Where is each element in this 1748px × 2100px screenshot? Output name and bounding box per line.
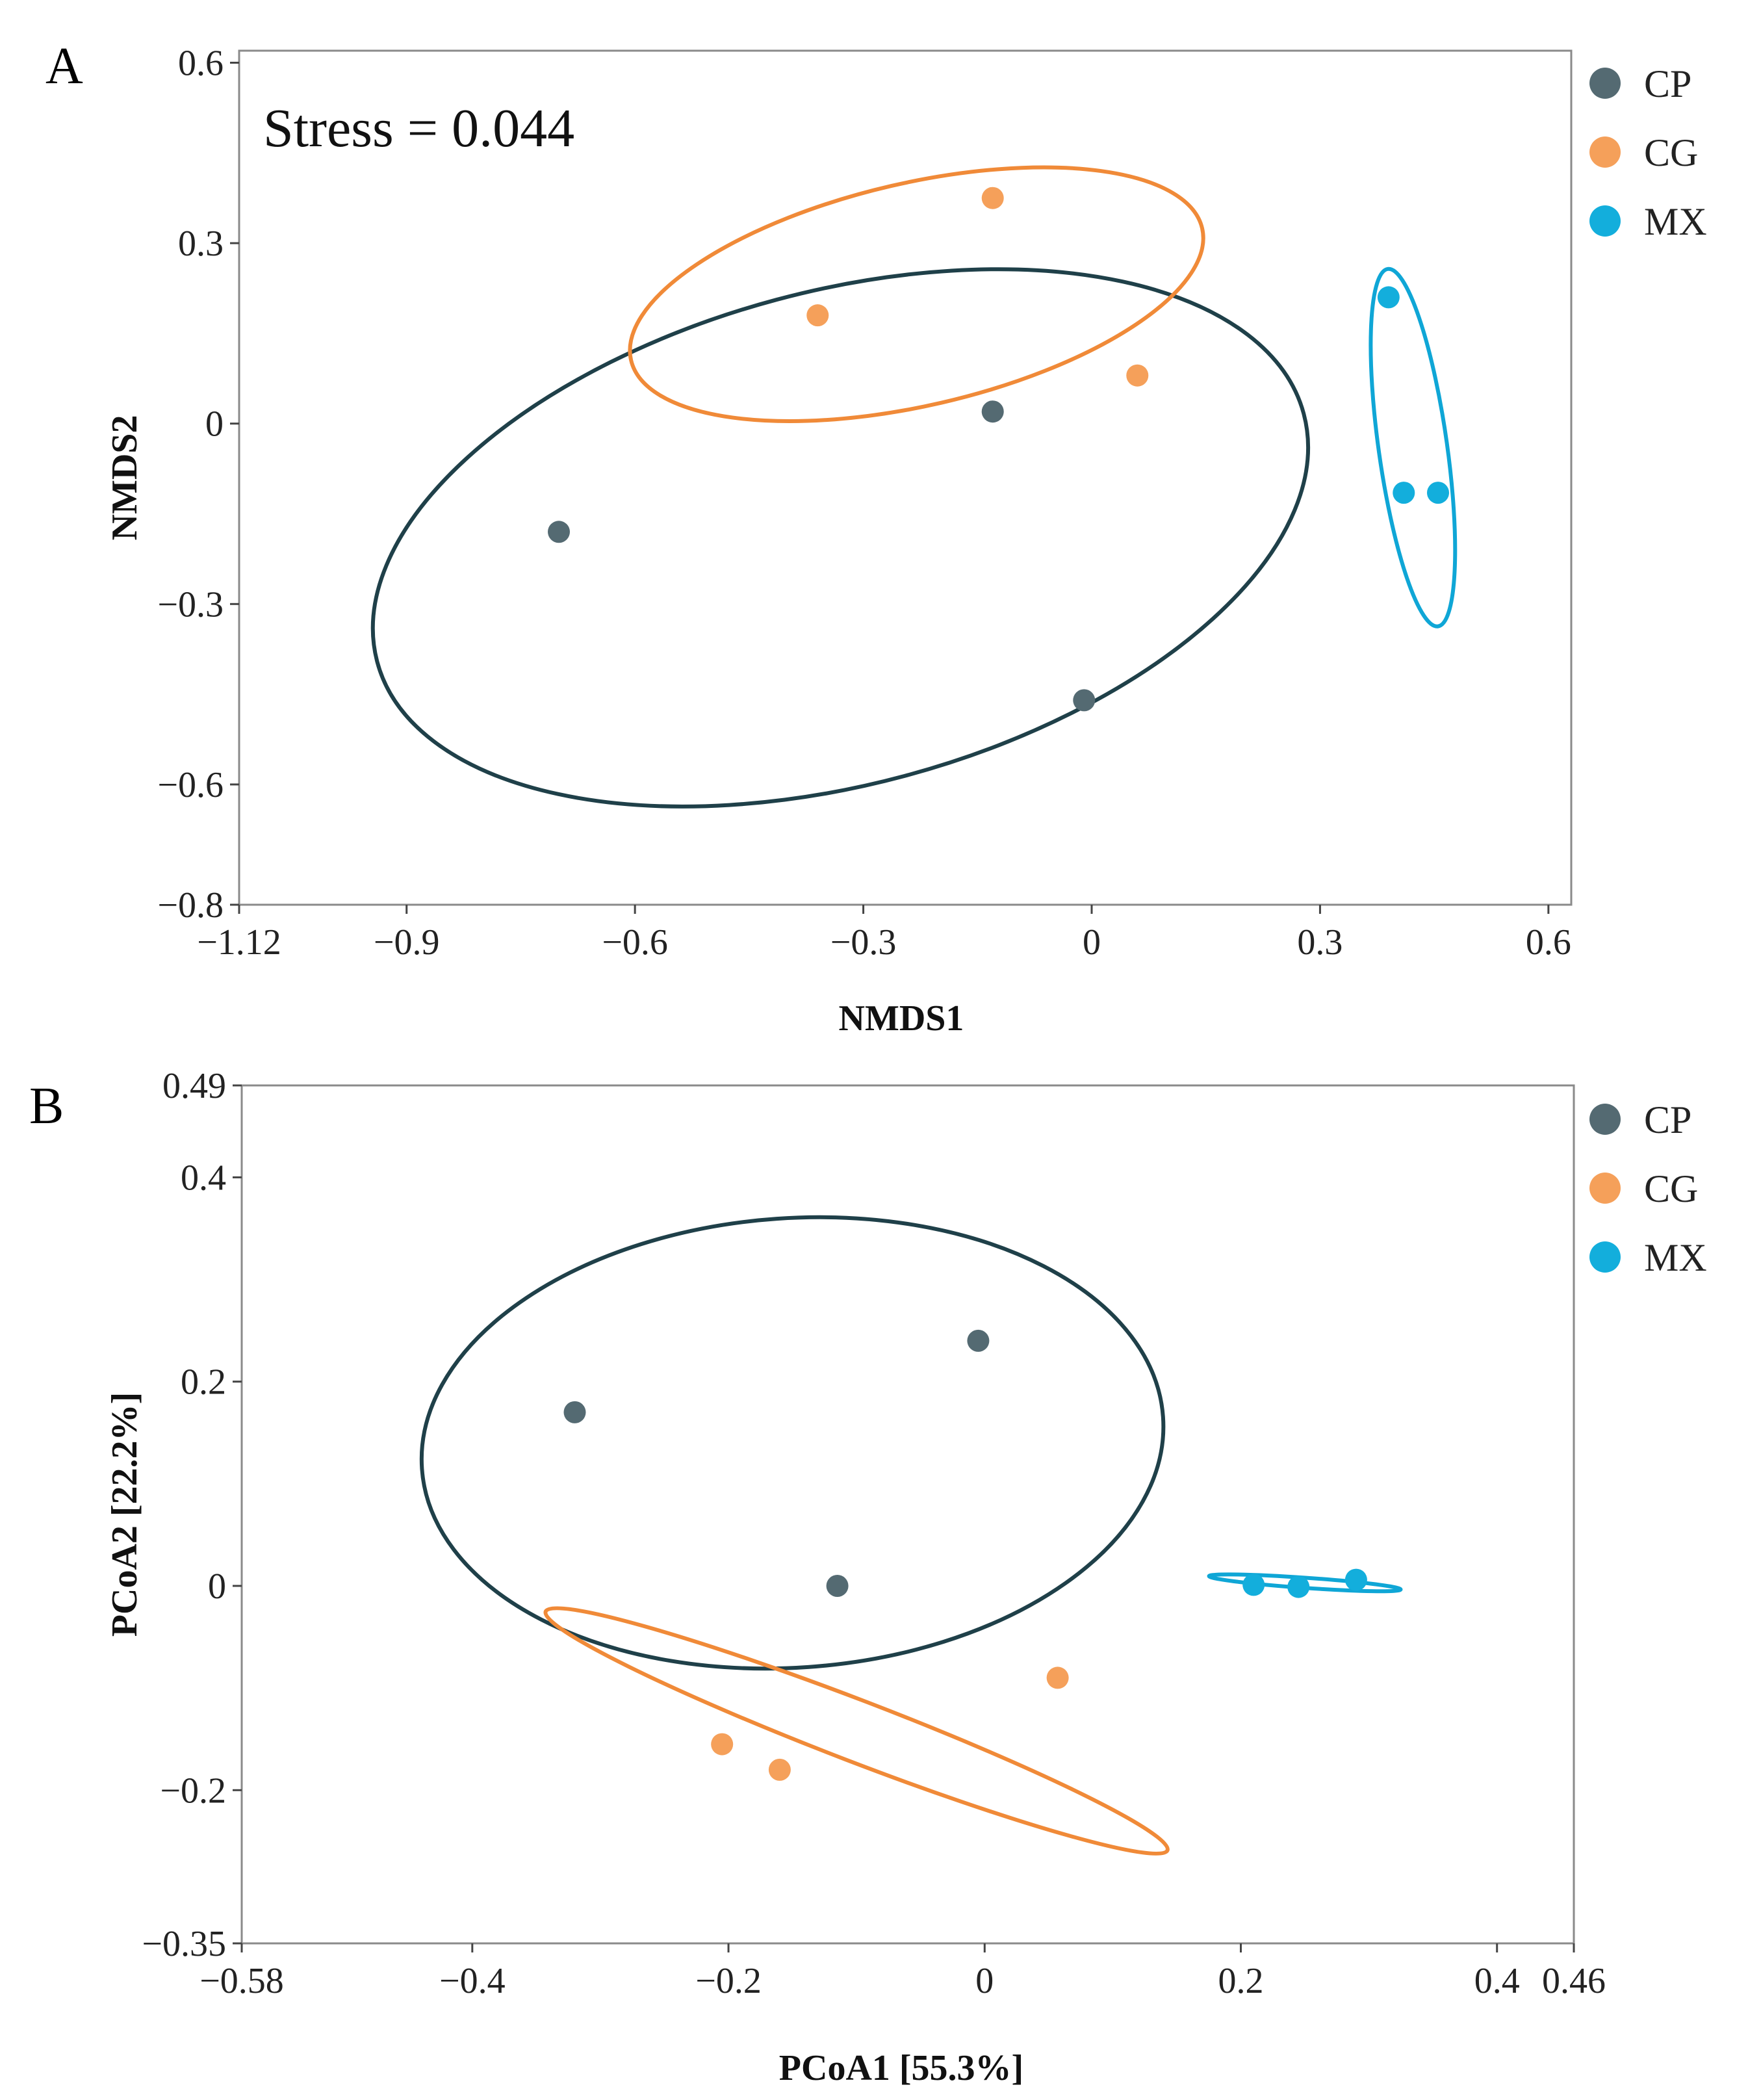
- panel-a-x-axis-title: NMDS1: [839, 998, 964, 1039]
- panel-a-legend-label-cg: CG: [1644, 131, 1698, 174]
- panel-a-y-tick-label: −0.3: [157, 584, 224, 625]
- panel-a-x-tick-label: −1.12: [197, 922, 281, 963]
- panel-b-legend-marker-cg: [1589, 1173, 1621, 1204]
- panel-b-legend: CP CG MX: [1589, 1098, 1707, 1279]
- panel-b-y-tick-label: −0.2: [160, 1770, 226, 1811]
- panel-b-point-cg: [768, 1758, 791, 1781]
- panel-b-y-tick-label: −0.35: [142, 1924, 226, 1964]
- panel-a-y-tick-label: 0.6: [178, 44, 224, 84]
- panel-b-legend-marker-mx: [1589, 1241, 1621, 1273]
- panel-b-label: B: [29, 1078, 64, 1135]
- panel-a-x-tick-label: −0.9: [374, 922, 440, 963]
- panel-a-ellipse-cp: [370, 267, 1311, 809]
- panel-b-point-cp: [563, 1401, 586, 1423]
- panel-a-y-tick-label: 0: [205, 404, 224, 445]
- panel-a-y-tick-label: 0.3: [178, 224, 224, 264]
- panel-a-plot-frame: [238, 49, 1573, 906]
- panel-b-legend-label-mx: MX: [1644, 1236, 1707, 1279]
- panel-a-y-ticks: −0.8 −0.6 −0.3 0 0.3 0.6: [157, 44, 239, 926]
- panel-a-legend-label-mx: MX: [1644, 200, 1707, 243]
- panel-b-y-axis-title: PCoA2 [22.2%]: [105, 1392, 145, 1637]
- panel-a-x-tick-label: −0.3: [830, 922, 897, 963]
- panel-a-ellipse-cg: [628, 165, 1205, 424]
- panel-b-ellipse-cg: [543, 1606, 1170, 1856]
- panel-b-x-axis-title: PCoA1 [55.3%]: [779, 2048, 1023, 2088]
- panel-b-x-tick-label: −0.2: [695, 1961, 762, 2001]
- panel-b-x-tick-label: 0.2: [1218, 1961, 1264, 2001]
- panel-b-point-mx: [1242, 1574, 1265, 1596]
- panel-b-x-ticks: −0.58 −0.4 −0.2 0 0.2 0.4 0.46: [199, 1943, 1606, 2001]
- panel-a-point-cg: [981, 187, 1004, 209]
- panel-b-point-cg: [711, 1733, 734, 1756]
- panel-a-y-tick-label: −0.6: [157, 765, 224, 805]
- panel-a-y-axis-title: NMDS2: [105, 415, 145, 541]
- panel-a-legend: CP CG MX: [1589, 62, 1707, 243]
- panel-b-y-ticks: −0.35 −0.2 0 0.2 0.4 0.49: [142, 1066, 242, 1964]
- panel-b-x-tick-label: 0.4: [1474, 1961, 1520, 2001]
- panel-b-x-tick-label: −0.58: [199, 1961, 284, 2001]
- panel-b-point-cp: [826, 1575, 849, 1597]
- panel-a-point-cg: [806, 304, 829, 327]
- panel-b-ellipses: [419, 1215, 1403, 1856]
- panel-b-y-tick-label: 0.2: [181, 1362, 226, 1403]
- panel-a-legend-marker-cg: [1589, 136, 1621, 168]
- panel-a-points: [548, 187, 1449, 712]
- stress-annotation: Stress = 0.044: [263, 98, 574, 159]
- panel-b-plot-frame: [240, 1084, 1575, 1945]
- panel-a-ellipses: [370, 165, 1458, 809]
- panel-a-x-tick-label: 0.6: [1526, 922, 1571, 963]
- panel-b-y-tick-label: 0: [208, 1566, 226, 1607]
- panel-b-points: [563, 1329, 1367, 1781]
- panel-b-pcoa: B −0.58 −0.4 −0.2 0 0.2 0.4 0.46 −0.35 −0.2 0 0.2…: [29, 1066, 1707, 2088]
- panel-b-ellipse-cp: [419, 1215, 1166, 1671]
- panel-a-x-tick-label: 0.3: [1297, 922, 1343, 963]
- panel-b-point-mx: [1344, 1568, 1367, 1591]
- panel-a-x-ticks: −1.12 −0.9 −0.6 −0.3 0 0.3 0.6: [197, 905, 1571, 963]
- panel-a-point-cp: [548, 521, 570, 543]
- panel-a-ellipse-mx: [1369, 266, 1458, 629]
- panel-a-x-tick-label: −0.6: [602, 922, 668, 963]
- panel-b-point-mx: [1287, 1575, 1310, 1598]
- panel-a-point-mx: [1393, 482, 1415, 504]
- panel-a-point-cp: [1073, 689, 1096, 712]
- panel-b-legend-label-cg: CG: [1644, 1167, 1698, 1210]
- panel-a-point-cg: [1126, 364, 1149, 387]
- panel-b-point-cp: [967, 1329, 990, 1352]
- panel-a-x-tick-label: 0: [1083, 922, 1101, 963]
- panel-b-x-tick-label: −0.4: [439, 1961, 506, 2001]
- panel-a-point-mx: [1427, 482, 1449, 504]
- panel-b-legend-marker-cp: [1589, 1104, 1621, 1135]
- panel-a-legend-marker-mx: [1589, 205, 1621, 237]
- panel-b-y-tick-label: 0.4: [181, 1158, 226, 1198]
- panel-a-legend-marker-cp: [1589, 68, 1621, 99]
- panel-b-point-cg: [1046, 1666, 1069, 1689]
- panel-a-point-cp: [981, 400, 1004, 423]
- panel-b-x-tick-label: 0.46: [1542, 1961, 1606, 2001]
- panel-a-y-tick-label: −0.8: [157, 885, 224, 926]
- panel-b-y-tick-label: 0.49: [162, 1066, 226, 1106]
- panel-b-legend-label-cp: CP: [1644, 1098, 1691, 1141]
- panel-b-x-tick-label: 0: [975, 1961, 994, 2001]
- panel-a-label: A: [45, 38, 83, 95]
- panel-a-point-mx: [1377, 286, 1400, 309]
- panel-a-legend-label-cp: CP: [1644, 62, 1691, 105]
- panel-a-nmds: A −1.12 −0.9 −0.6 −0.3 0 0.3 0.6 −0.8 −0.6 −0.3 0…: [45, 38, 1707, 1039]
